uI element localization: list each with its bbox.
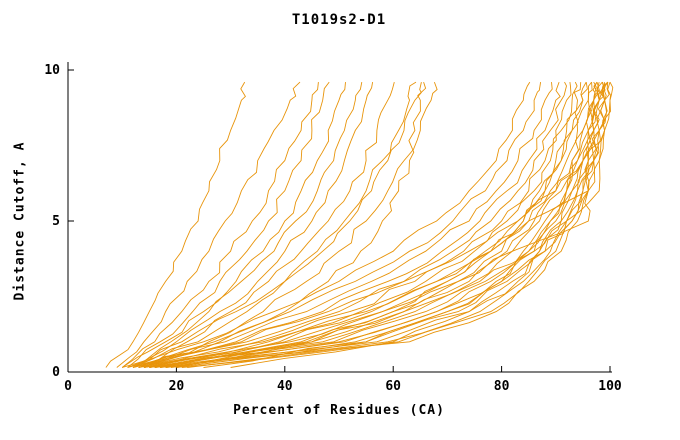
- y-tick-label: 5: [52, 214, 60, 229]
- x-tick-label: 80: [494, 379, 510, 394]
- x-tick-label: 100: [598, 379, 622, 394]
- x-tick-label: 20: [169, 379, 185, 394]
- model-curve: [203, 81, 598, 368]
- model-curve: [127, 82, 374, 368]
- model-curve: [154, 81, 612, 368]
- model-curve: [132, 81, 561, 368]
- model-curve: [132, 81, 417, 368]
- model-curve: [132, 82, 553, 368]
- model-curve: [165, 81, 606, 368]
- chart-title: T1019s2-D1: [291, 12, 387, 28]
- model-curve: [149, 82, 608, 368]
- x-tick-label: 0: [64, 379, 72, 394]
- y-tick-label: 10: [44, 63, 60, 78]
- model-curve: [143, 81, 578, 368]
- model-curve: [127, 82, 422, 368]
- model-curve: [132, 81, 614, 368]
- model-curve: [127, 82, 542, 368]
- model-curve: [132, 82, 363, 368]
- y-axis-label: Distance Cutoff, A: [12, 141, 28, 301]
- model-curve: [143, 81, 438, 368]
- x-tick-label: 60: [385, 379, 401, 394]
- model-curve: [154, 81, 600, 368]
- model-curve: [181, 82, 610, 368]
- model-curve: [127, 81, 330, 368]
- y-tick-label: 0: [52, 365, 60, 380]
- model-curve: [143, 81, 604, 368]
- x-tick-label: 40: [277, 379, 293, 394]
- model-curve: [230, 81, 603, 368]
- model-curve: [138, 81, 395, 368]
- x-axis-label: Percent of Residues (CA): [233, 403, 445, 418]
- model-curve: [121, 82, 319, 368]
- model-curve: [176, 82, 588, 368]
- model-curve: [105, 81, 246, 368]
- model-curve: [121, 82, 346, 368]
- model-curve: [138, 82, 572, 368]
- model-curve: [160, 81, 599, 368]
- model-curve: [116, 81, 301, 368]
- model-curve: [122, 81, 531, 368]
- model-curve: [154, 82, 593, 368]
- model-curve: [138, 81, 567, 368]
- model-curve: [138, 81, 597, 368]
